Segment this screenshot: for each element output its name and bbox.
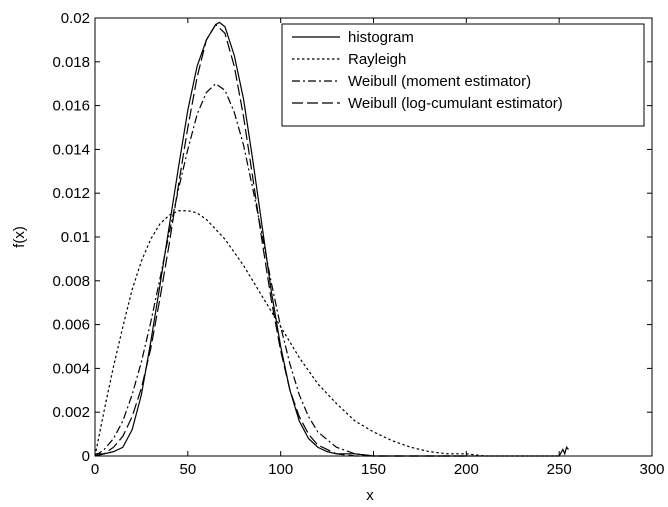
legend-label: Rayleigh bbox=[348, 51, 406, 68]
y-tick-label: 0.014 bbox=[52, 141, 90, 158]
y-axis-label: f(x) bbox=[11, 226, 28, 248]
legend-label: histogram bbox=[348, 29, 414, 46]
axes-layer: 0 50 100 150 200 250 300 0 0.002 0.004 0.006 0.008 0… bbox=[52, 10, 664, 478]
x-axis-label: x bbox=[366, 487, 374, 504]
legend: histogram Rayleigh Weibull (moment estimat… bbox=[281, 23, 645, 127]
y-tick-label: 0 bbox=[82, 448, 90, 465]
x-tick-label: 250 bbox=[547, 461, 572, 478]
y-tick-label: 0.004 bbox=[52, 360, 90, 377]
legend-label: Weibull (log-cumulant estimator) bbox=[348, 95, 563, 112]
x-tick-label: 100 bbox=[268, 461, 293, 478]
x-tick-label: 150 bbox=[361, 461, 386, 478]
series-line-4 bbox=[94, 23, 467, 457]
series-line-3 bbox=[94, 82, 467, 457]
y-tick-label: 0.02 bbox=[61, 10, 90, 27]
x-tick-label: 200 bbox=[454, 461, 479, 478]
x-tick-label: 0 bbox=[91, 461, 99, 478]
x-tick-label: 50 bbox=[179, 461, 196, 478]
y-tick-label: 0.018 bbox=[52, 54, 90, 71]
y-tick-label: 0.006 bbox=[52, 317, 90, 334]
legend-box bbox=[281, 23, 645, 127]
y-tick-label: 0.012 bbox=[52, 185, 90, 202]
x-tick-label: 300 bbox=[639, 461, 664, 478]
series-line-2 bbox=[94, 210, 560, 457]
y-tick-label: 0.002 bbox=[52, 404, 90, 421]
y-tick-label: 0.016 bbox=[52, 98, 90, 115]
y-tick-label: 0.008 bbox=[52, 273, 90, 290]
y-tick-label: 0.01 bbox=[61, 229, 90, 246]
legend-label: Weibull (moment estimator) bbox=[348, 73, 531, 90]
